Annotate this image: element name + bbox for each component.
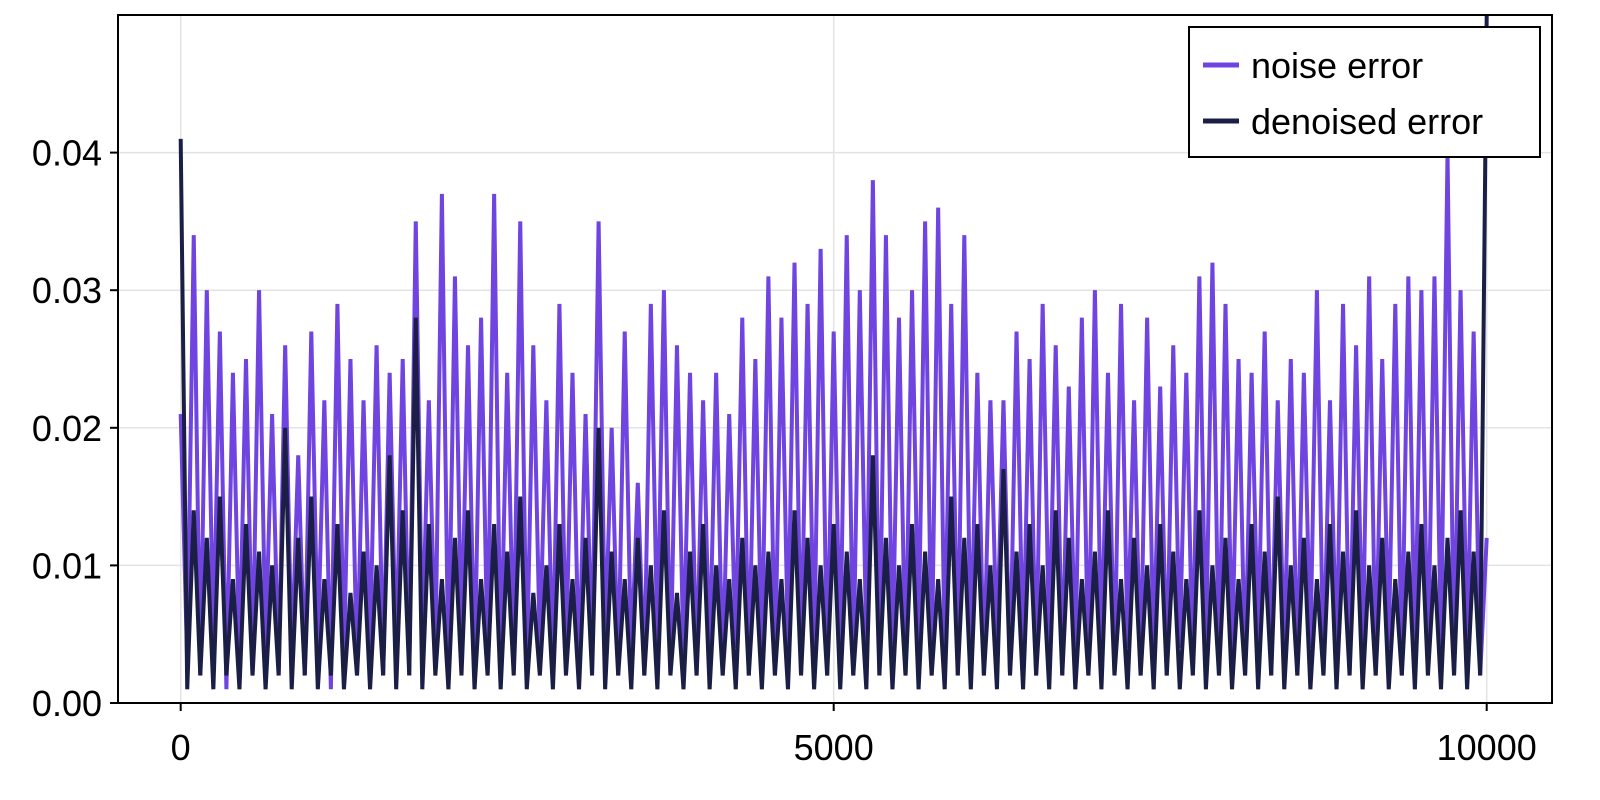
legend-label: noise error xyxy=(1251,45,1423,86)
legend-label: denoised error xyxy=(1251,101,1483,142)
x-tick-label: 5000 xyxy=(794,727,874,768)
x-tick-label: 0 xyxy=(171,727,191,768)
line-series xyxy=(178,15,1489,690)
y-tick-label: 0.03 xyxy=(32,270,102,311)
line-series xyxy=(178,152,1489,690)
plot-frame xyxy=(117,14,1553,704)
y-tick-label: 0.01 xyxy=(32,545,102,586)
y-tick-label: 0.04 xyxy=(32,133,102,174)
y-tick-label: 0.02 xyxy=(32,408,102,449)
x-tick-label: 10000 xyxy=(1437,727,1537,768)
y-tick-label: 0.00 xyxy=(32,683,102,724)
legend-box xyxy=(1188,26,1541,158)
legend: noise error denoised error xyxy=(1188,26,1541,158)
